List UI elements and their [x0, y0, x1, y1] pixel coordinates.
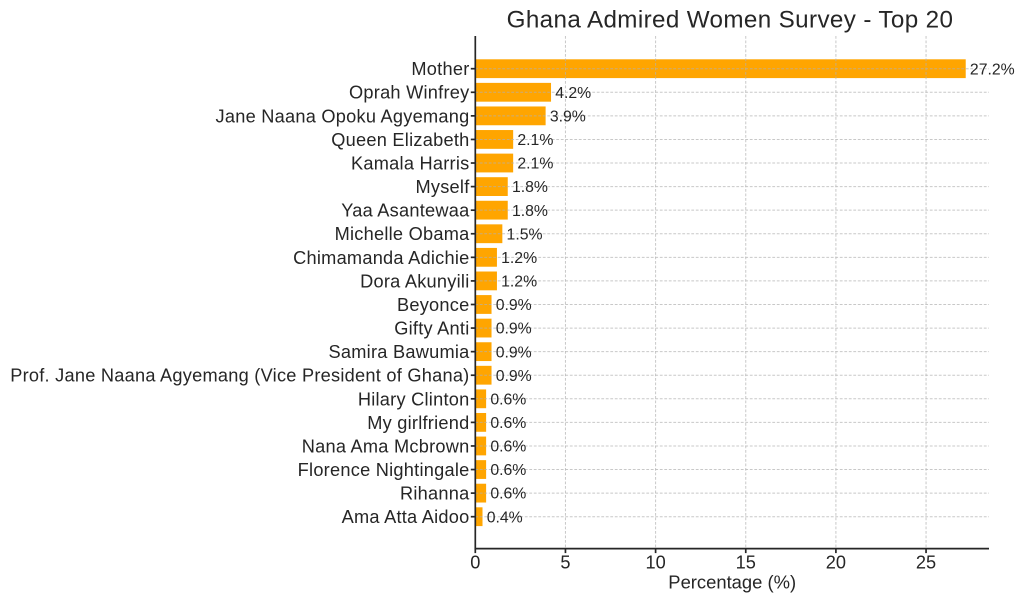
svg-text:Chimamanda Adichie: Chimamanda Adichie — [293, 248, 469, 268]
svg-text:Queen Elizabeth: Queen Elizabeth — [331, 130, 469, 150]
svg-text:Gifty Anti: Gifty Anti — [394, 319, 469, 339]
svg-text:2.1%: 2.1% — [517, 156, 553, 173]
svg-text:1.2%: 1.2% — [501, 274, 537, 291]
svg-text:Samira Bawumia: Samira Bawumia — [329, 342, 471, 362]
svg-text:1.8%: 1.8% — [512, 179, 548, 196]
svg-text:Florence Nightingale: Florence Nightingale — [298, 460, 470, 480]
svg-text:0: 0 — [470, 553, 480, 573]
svg-text:Rihanna: Rihanna — [400, 484, 470, 504]
svg-text:27.2%: 27.2% — [970, 61, 1015, 78]
svg-text:0.6%: 0.6% — [490, 391, 526, 408]
svg-text:25: 25 — [916, 553, 936, 573]
svg-text:Prof. Jane Naana Agyemang (Vic: Prof. Jane Naana Agyemang (Vice Presiden… — [10, 366, 469, 386]
svg-text:Hilary Clinton: Hilary Clinton — [358, 389, 470, 409]
svg-text:0.9%: 0.9% — [496, 321, 532, 338]
svg-text:0.6%: 0.6% — [490, 439, 526, 456]
svg-text:0.6%: 0.6% — [490, 415, 526, 432]
svg-text:Jane Naana Opoku Agyemang: Jane Naana Opoku Agyemang — [216, 106, 470, 126]
svg-text:0.6%: 0.6% — [490, 486, 526, 503]
svg-text:1.2%: 1.2% — [501, 250, 537, 267]
svg-text:5: 5 — [560, 553, 570, 573]
svg-text:10: 10 — [645, 553, 665, 573]
svg-text:Michelle Obama: Michelle Obama — [335, 224, 471, 244]
svg-text:Ghana Admired Women Survey - T: Ghana Admired Women Survey - Top 20 — [507, 6, 954, 33]
svg-text:Percentage (%): Percentage (%) — [668, 571, 796, 592]
svg-text:1.5%: 1.5% — [507, 226, 543, 243]
svg-text:Dora Akunyili: Dora Akunyili — [360, 271, 469, 291]
svg-text:15: 15 — [736, 553, 756, 573]
svg-text:20: 20 — [826, 553, 846, 573]
svg-text:2.1%: 2.1% — [517, 132, 553, 149]
svg-text:3.9%: 3.9% — [550, 108, 586, 125]
svg-text:Myself: Myself — [415, 177, 470, 197]
svg-text:Oprah Winfrey: Oprah Winfrey — [349, 83, 470, 103]
svg-text:0.9%: 0.9% — [496, 297, 532, 314]
svg-text:0.4%: 0.4% — [487, 509, 523, 526]
svg-text:My girlfriend: My girlfriend — [367, 413, 469, 433]
svg-text:1.8%: 1.8% — [512, 203, 548, 220]
svg-text:Yaa Asantewaa: Yaa Asantewaa — [341, 201, 470, 221]
svg-text:Nana Ama Mcbrown: Nana Ama Mcbrown — [302, 436, 470, 456]
svg-text:0.6%: 0.6% — [490, 462, 526, 479]
svg-text:Ama Atta Aidoo: Ama Atta Aidoo — [342, 507, 470, 527]
svg-text:Mother: Mother — [411, 59, 469, 79]
svg-text:0.9%: 0.9% — [496, 368, 532, 385]
svg-text:0.9%: 0.9% — [496, 344, 532, 361]
svg-text:4.2%: 4.2% — [555, 85, 591, 102]
svg-text:Kamala Harris: Kamala Harris — [351, 153, 469, 173]
svg-text:Beyonce: Beyonce — [397, 295, 470, 315]
